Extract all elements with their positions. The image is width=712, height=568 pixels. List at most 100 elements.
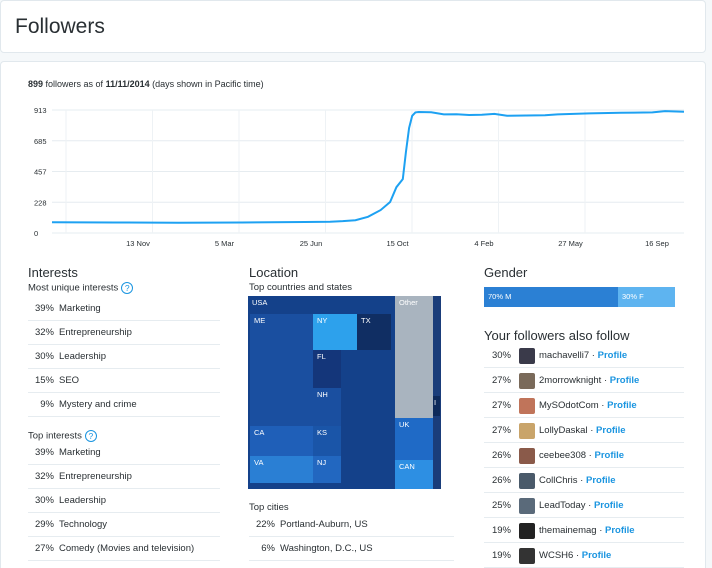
list-item[interactable]: 30% Leadership <box>28 345 220 369</box>
list-item[interactable]: 9% Mystery and crime <box>28 393 220 417</box>
username[interactable]: LollyDaskal <box>539 425 588 436</box>
avatar[interactable] <box>519 548 535 564</box>
avatar[interactable] <box>519 523 535 539</box>
tm-ny[interactable]: NY <box>313 314 357 350</box>
username[interactable]: machavelli7 <box>539 350 590 361</box>
also-follow-percent: 27% <box>491 375 511 386</box>
list-item-percent: 22% <box>255 519 275 530</box>
tm-other[interactable]: Other <box>395 296 433 418</box>
tm-nj[interactable]: NJ <box>313 456 341 483</box>
avatar[interactable] <box>519 348 535 364</box>
username[interactable]: LeadToday <box>539 500 586 511</box>
list-item-label: Entrepreneurship <box>59 471 132 482</box>
also-follow-row[interactable]: 19% themainemag · Profile <box>484 518 684 543</box>
avatar[interactable] <box>519 473 535 489</box>
avatar[interactable] <box>519 498 535 514</box>
also-follow-name: LollyDaskal · Profile <box>539 418 626 443</box>
list-item[interactable]: 15% SEO <box>28 369 220 393</box>
summary-date: 11/11/2014 <box>105 79 150 89</box>
profile-link[interactable]: Profile <box>593 500 624 511</box>
list-item[interactable]: 6% Washington, D.C., US <box>249 537 454 561</box>
list-item-percent: 30% <box>34 495 54 506</box>
summary-text-2: (days shown in Pacific time) <box>149 79 264 89</box>
also-follow-percent: 19% <box>491 525 511 536</box>
username[interactable]: 2morrowknight <box>539 375 602 386</box>
location-subtitle: Top countries and states <box>249 282 352 293</box>
summary-text-1: followers as of <box>43 79 106 89</box>
tm-tx[interactable]: TX <box>357 314 391 350</box>
profile-link[interactable]: Profile <box>605 525 635 536</box>
profile-link[interactable]: Profile <box>586 475 616 486</box>
username[interactable]: WCSH6 <box>539 550 574 561</box>
list-item[interactable]: 39% Marketing <box>28 441 220 465</box>
username[interactable]: themainemag <box>539 525 597 536</box>
username[interactable]: MySOdotCom <box>539 400 599 411</box>
list-item[interactable]: 32% Entrepreneurship <box>28 465 220 489</box>
list-item-label: Leadership <box>59 495 107 506</box>
interests-title: Interests <box>28 265 78 280</box>
profile-link[interactable]: Profile <box>607 400 637 411</box>
avatar[interactable] <box>519 398 535 414</box>
list-item[interactable]: 27% Comedy (Movies and television) <box>28 537 220 561</box>
avatar[interactable] <box>519 373 535 389</box>
tm-nh[interactable]: NH <box>313 388 341 426</box>
list-item[interactable]: 22% Portland-Auburn, US <box>249 513 454 537</box>
x-tick-label: 5 Mar <box>215 239 235 248</box>
followers-line-chart: 913 685 457 228 0 13 Nov 5 Mar 25 Jun 15 Oct 4 Fe… <box>34 106 685 248</box>
profile-link[interactable]: Profile <box>597 350 628 361</box>
gender-bar: 70% M 30% F <box>484 287 675 307</box>
list-item[interactable]: 29% Technology <box>28 513 220 537</box>
x-tick-label: 15 Oct <box>386 239 409 248</box>
tm-ca[interactable]: CA <box>250 426 313 456</box>
also-follow-row[interactable]: 30% machavelli7 · Profile <box>484 343 684 368</box>
also-follow-row[interactable]: 27% MySOdotCom · Profile <box>484 393 684 418</box>
tm-me[interactable]: ME <box>250 314 313 426</box>
also-follow-row[interactable]: 27% 2morrowknight · Profile <box>484 368 684 393</box>
followers-summary: 899 followers as of 11/11/2014 (days sho… <box>28 79 264 89</box>
separator: · <box>589 350 598 361</box>
also-follow-row[interactable]: 26% ceebee308 · Profile <box>484 443 684 468</box>
also-follow-percent: 27% <box>491 400 511 411</box>
profile-link[interactable]: Profile <box>594 450 625 461</box>
avatar[interactable] <box>519 448 535 464</box>
list-item[interactable]: 39% Marketing <box>28 297 220 321</box>
separator: · <box>601 375 610 386</box>
tm-usa[interactable]: USA <box>252 298 268 307</box>
profile-link[interactable]: Profile <box>596 425 626 436</box>
series-line <box>51 110 685 224</box>
list-item-percent: 32% <box>34 471 54 482</box>
username[interactable]: ceebee308 <box>539 450 587 461</box>
list-item[interactable]: 32% Entrepreneurship <box>28 321 220 345</box>
help-icon[interactable]: ? <box>121 282 134 294</box>
avatar[interactable] <box>519 423 535 439</box>
tm-fl[interactable]: FL <box>313 350 341 388</box>
also-follow-percent: 26% <box>491 475 511 486</box>
separator: · <box>596 525 606 536</box>
list-item-label: Technology <box>59 519 108 530</box>
also-follow-name: machavelli7 · Profile <box>539 343 627 368</box>
list-item[interactable]: 30% Leadership <box>28 489 220 513</box>
unique-interests-list: 39% Marketing 32% Entrepreneurship 30% Leader… <box>28 297 220 417</box>
tm-can[interactable]: CAN <box>395 460 433 489</box>
also-follow-row[interactable]: 19% WCSH6 · Profile <box>484 543 684 568</box>
username[interactable]: CollChris <box>539 475 578 486</box>
followers-count: 899 <box>28 79 44 89</box>
gender-male-segment[interactable]: 70% M <box>484 287 618 307</box>
tm-small-states[interactable] <box>433 296 441 489</box>
also-follow-row[interactable]: 27% LollyDaskal · Profile <box>484 418 684 443</box>
top-cities-list: 22% Portland-Auburn, US 6% Washington, D.C.… <box>249 513 454 561</box>
profile-link[interactable]: Profile <box>609 375 640 386</box>
also-follow-row[interactable]: 26% CollChris · Profile <box>484 468 684 493</box>
help-icon[interactable]: ? <box>84 430 97 442</box>
profile-link[interactable]: Profile <box>581 550 612 561</box>
tm-va[interactable]: VA <box>250 456 313 483</box>
tm-ks[interactable]: KS <box>313 426 341 456</box>
tm-uk[interactable]: UK <box>395 418 433 460</box>
list-item-label: Portland-Auburn, US <box>280 519 368 530</box>
separator: · <box>586 450 595 461</box>
also-follow-percent: 19% <box>491 550 511 561</box>
tm-i[interactable]: I <box>433 396 440 416</box>
also-follow-row[interactable]: 25% LeadToday · Profile <box>484 493 684 518</box>
gender-female-segment[interactable]: 30% F <box>618 287 675 307</box>
list-item-label: SEO <box>59 375 80 386</box>
